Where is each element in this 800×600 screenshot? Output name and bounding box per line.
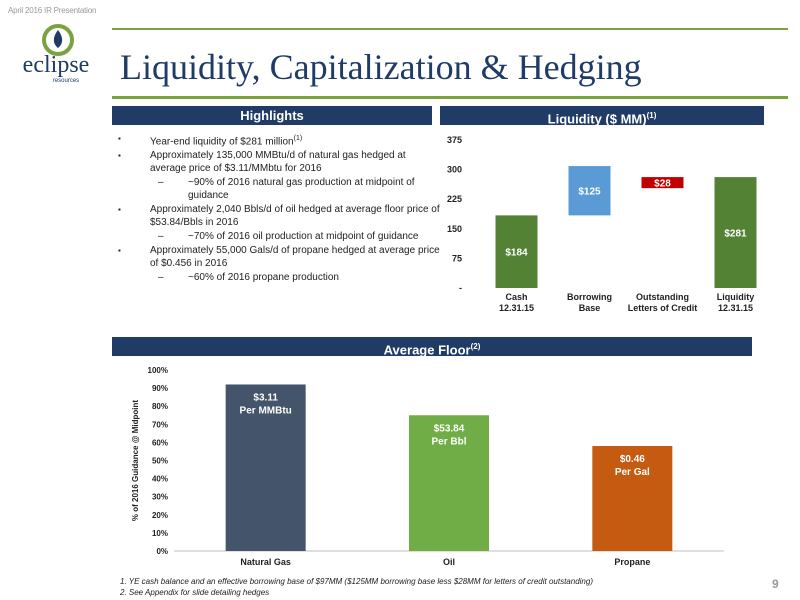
average-floor-chart: 0% 10% 20% 30% 40% 50% 60% 70% 80% 90% 100% % of 20… bbox=[131, 366, 724, 567]
highlight-text: ~90% of 2016 natural gas production at m… bbox=[188, 177, 415, 202]
liquidity-category-label: Base bbox=[579, 303, 601, 313]
logo-ring bbox=[42, 24, 74, 56]
footnote-1: 1. YE cash balance and an effective borr… bbox=[120, 577, 593, 586]
floor-y-tick: 50% bbox=[152, 457, 168, 466]
liquidity-data-label: $281 bbox=[724, 229, 747, 240]
floor-y-tick: 10% bbox=[152, 529, 168, 538]
liquidity-bar bbox=[641, 177, 684, 189]
square-bullet: ▪ bbox=[118, 246, 121, 256]
liquidity-y-tick: 375 bbox=[447, 135, 462, 145]
floor-data-label: Per Gal bbox=[615, 467, 650, 478]
liquidity-data-label: $125 bbox=[578, 187, 601, 198]
average-floor-heading: Average Floor(2) bbox=[112, 337, 752, 358]
presentation-label: April 2016 IR Presentation bbox=[8, 6, 97, 15]
square-bullet: ▪ bbox=[118, 134, 121, 143]
liquidity-category-label: Borrowing bbox=[567, 292, 612, 302]
floor-data-label: Per Bbl bbox=[431, 436, 466, 447]
square-bullet: ▪ bbox=[118, 151, 121, 161]
floor-data-label: $53.84 bbox=[434, 423, 465, 434]
header-rule-top bbox=[112, 28, 788, 30]
floor-y-tick: 0% bbox=[156, 547, 168, 556]
floor-y-tick: 80% bbox=[152, 402, 168, 411]
highlight-footnote-ref: (1) bbox=[293, 135, 303, 142]
highlight-text: Approximately 2,040 Bbls/d of oil hedged… bbox=[150, 204, 440, 229]
highlight-text: Approximately 55,000 Gals/d of propane h… bbox=[150, 245, 440, 270]
floor-bar bbox=[592, 446, 673, 551]
liquidity-category-label: Liquidity bbox=[717, 292, 755, 302]
highlights-heading-text: Highlights bbox=[240, 108, 304, 123]
floor-y-tick: 90% bbox=[152, 384, 168, 393]
average-floor-heading-text: Average Floor bbox=[383, 342, 471, 358]
highlight-text: ~60% of 2016 propane production bbox=[188, 272, 339, 284]
floor-category-label: Oil bbox=[443, 557, 455, 567]
floor-data-label: $0.46 bbox=[620, 454, 645, 465]
square-bullet: ▪ bbox=[118, 205, 121, 215]
liquidity-chart: -75150225300375$184Cash12.31.15$125Borro… bbox=[447, 135, 757, 313]
liquidity-y-tick: 75 bbox=[452, 253, 462, 263]
liquidity-y-tick: 300 bbox=[447, 165, 462, 175]
floor-data-label: Per MMBtu bbox=[240, 405, 292, 416]
liquidity-category-label: 12.31.15 bbox=[718, 303, 753, 313]
highlight-item: ▪ Approximately 2,040 Bbls/d of oil hedge… bbox=[118, 203, 440, 229]
liquidity-y-tick: 225 bbox=[447, 194, 462, 204]
floor-y-axis-label: % of 2016 Guidance @ Midpoint bbox=[131, 400, 140, 521]
liquidity-data-label: $28 bbox=[654, 179, 671, 190]
liquidity-category-label: Letters of Credit bbox=[628, 303, 698, 313]
liquidity-y-tick: - bbox=[459, 283, 462, 293]
footnote-2: 2. See Appendix for slide detailing hedg… bbox=[120, 588, 270, 597]
highlight-subitem: – ~60% of 2016 propane production bbox=[118, 271, 440, 284]
floor-y-tick: 40% bbox=[152, 475, 168, 484]
floor-data-label: $3.11 bbox=[253, 392, 278, 403]
flame-icon bbox=[53, 30, 63, 48]
highlight-text: Year-end liquidity of $281 million bbox=[150, 136, 294, 148]
company-logo: eclipse resources bbox=[23, 24, 90, 84]
floor-category-label: Natural Gas bbox=[240, 557, 291, 567]
liquidity-category-label: Cash bbox=[505, 292, 527, 302]
highlight-subitem: – ~70% of 2016 oil production at midpoint… bbox=[118, 230, 440, 243]
liquidity-bar bbox=[495, 215, 538, 288]
highlight-item: ▪ Approximately 135,000 MMBtu/d of natura… bbox=[118, 149, 440, 175]
floor-y-tick: 60% bbox=[152, 438, 168, 447]
highlight-item: ▪ Approximately 55,000 Gals/d of propane … bbox=[118, 244, 440, 270]
header-rule-bottom bbox=[112, 96, 788, 99]
liquidity-category-label: 12.31.15 bbox=[499, 303, 534, 313]
liquidity-y-tick: 150 bbox=[447, 224, 462, 234]
highlight-text: Approximately 135,000 MMBtu/d of natural… bbox=[150, 150, 406, 175]
highlight-item: ▪ Year-end liquidity of $281 million(1) bbox=[118, 132, 440, 148]
average-floor-heading-sup: (2) bbox=[470, 342, 481, 351]
liquidity-bar bbox=[568, 166, 611, 216]
liquidity-heading-text: Liquidity ($ MM) bbox=[547, 111, 647, 127]
liquidity-heading: Liquidity ($ MM)(1) bbox=[440, 106, 764, 127]
floor-category-label: Propane bbox=[614, 557, 650, 567]
logo-subtext: resources bbox=[53, 78, 79, 84]
dash-bullet: – bbox=[158, 177, 164, 189]
highlight-subitem: – ~90% of 2016 natural gas production at … bbox=[118, 176, 440, 202]
floor-y-tick: 70% bbox=[152, 420, 168, 429]
floor-y-tick: 20% bbox=[152, 511, 168, 520]
footnotes: 1. YE cash balance and an effective borr… bbox=[120, 576, 593, 598]
floor-bar bbox=[409, 415, 489, 551]
floor-y-tick: 100% bbox=[148, 366, 168, 375]
page-title: Liquidity, Capitalization & Hedging bbox=[120, 47, 642, 87]
page-number: 9 bbox=[772, 577, 779, 591]
highlights-list: ▪ Year-end liquidity of $281 million(1) ▪ A… bbox=[118, 132, 440, 285]
dash-bullet: – bbox=[158, 231, 164, 243]
liquidity-data-label: $184 bbox=[505, 248, 528, 259]
highlight-text: ~70% of 2016 oil production at midpoint … bbox=[188, 231, 419, 243]
highlights-heading: Highlights bbox=[112, 106, 432, 125]
logo-text: eclipse bbox=[23, 52, 90, 78]
liquidity-bar bbox=[714, 177, 757, 288]
floor-bar bbox=[225, 384, 306, 551]
liquidity-heading-sup: (1) bbox=[646, 111, 657, 120]
dash-bullet: – bbox=[158, 272, 164, 284]
liquidity-category-label: Outstanding bbox=[636, 292, 689, 302]
floor-y-tick: 30% bbox=[152, 493, 168, 502]
